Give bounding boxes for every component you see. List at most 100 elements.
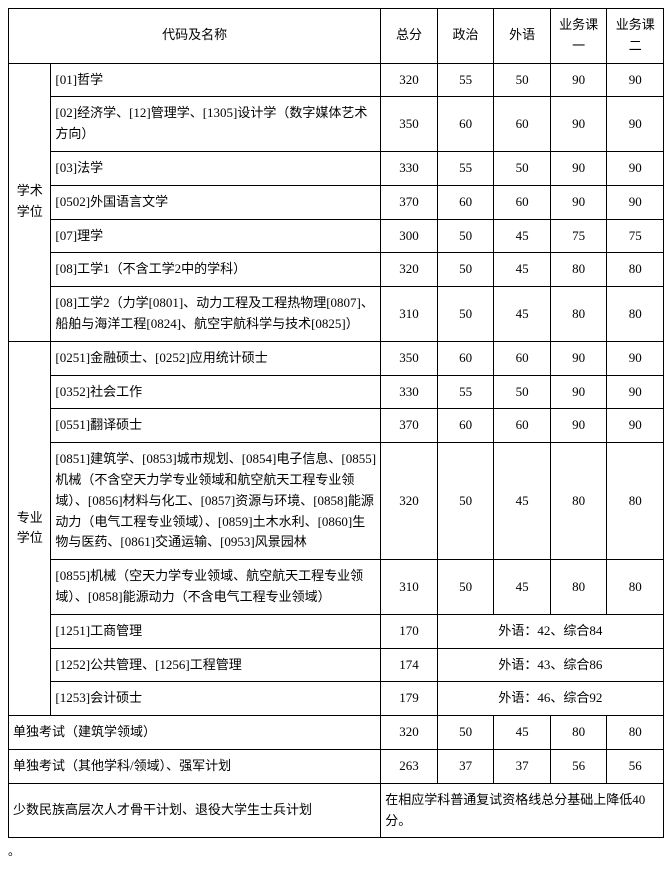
category-academic: 学术学位 bbox=[9, 63, 51, 341]
table-row: [03]法学 330 55 50 90 90 bbox=[9, 151, 664, 185]
score-table: 代码及名称 总分 政治 外语 业务课一 业务课二 学术学位 [01]哲学 320… bbox=[8, 8, 664, 838]
cell-s1: 80 bbox=[550, 443, 607, 560]
footer-left: 少数民族高层次人才骨干计划、退役大学生士兵计划 bbox=[9, 783, 381, 838]
cell-s1: 80 bbox=[550, 287, 607, 342]
cell-s2: 80 bbox=[607, 443, 664, 560]
cell-total: 320 bbox=[381, 443, 438, 560]
table-row: 单独考试（建筑学领域） 320 50 45 80 80 bbox=[9, 716, 664, 750]
table-row: 学术学位 [01]哲学 320 55 50 90 90 bbox=[9, 63, 664, 97]
cell-s1: 90 bbox=[550, 97, 607, 152]
cell-politics: 37 bbox=[437, 749, 494, 783]
cell-total: 370 bbox=[381, 409, 438, 443]
cell-merged: 外语：43、综合86 bbox=[437, 648, 663, 682]
cell-s1: 90 bbox=[550, 151, 607, 185]
cell-s1: 80 bbox=[550, 560, 607, 615]
cell-foreign: 60 bbox=[494, 409, 551, 443]
table-row: [1253]会计硕士 179 外语：46、综合92 bbox=[9, 682, 664, 716]
table-row: 专业学位 [0251]金融硕士、[0252]应用统计硕士 350 60 60 9… bbox=[9, 341, 664, 375]
cell-total: 300 bbox=[381, 219, 438, 253]
cell-s1: 80 bbox=[550, 253, 607, 287]
cell-s1: 80 bbox=[550, 716, 607, 750]
cell-politics: 55 bbox=[437, 151, 494, 185]
cell-s1: 90 bbox=[550, 63, 607, 97]
table-row: [02]经济学、[12]管理学、[1305]设计学（数字媒体艺术方向） 350 … bbox=[9, 97, 664, 152]
cell-total: 174 bbox=[381, 648, 438, 682]
cell-politics: 60 bbox=[437, 185, 494, 219]
header-total: 总分 bbox=[381, 9, 438, 64]
cell-foreign: 45 bbox=[494, 287, 551, 342]
cell-foreign: 50 bbox=[494, 151, 551, 185]
cell-foreign: 45 bbox=[494, 219, 551, 253]
cell-s1: 56 bbox=[550, 749, 607, 783]
cell-s2: 80 bbox=[607, 560, 664, 615]
table-row: [1251]工商管理 170 外语：42、综合84 bbox=[9, 614, 664, 648]
table-row: [0352]社会工作 330 55 50 90 90 bbox=[9, 375, 664, 409]
cell-s1: 90 bbox=[550, 375, 607, 409]
cell-total: 370 bbox=[381, 185, 438, 219]
cell-politics: 50 bbox=[437, 219, 494, 253]
row-name: 单独考试（建筑学领域） bbox=[9, 716, 381, 750]
row-name: [01]哲学 bbox=[51, 63, 381, 97]
cell-politics: 50 bbox=[437, 253, 494, 287]
row-name: [07]理学 bbox=[51, 219, 381, 253]
row-name: [0851]建筑学、[0853]城市规划、[0854]电子信息、[0855]机械… bbox=[51, 443, 381, 560]
cell-politics: 50 bbox=[437, 560, 494, 615]
cell-s1: 75 bbox=[550, 219, 607, 253]
row-name: [03]法学 bbox=[51, 151, 381, 185]
cell-total: 350 bbox=[381, 97, 438, 152]
row-name: [1252]公共管理、[1256]工程管理 bbox=[51, 648, 381, 682]
row-name: [0251]金融硕士、[0252]应用统计硕士 bbox=[51, 341, 381, 375]
cell-total: 170 bbox=[381, 614, 438, 648]
table-row: [1252]公共管理、[1256]工程管理 174 外语：43、综合86 bbox=[9, 648, 664, 682]
cell-foreign: 60 bbox=[494, 185, 551, 219]
cell-s2: 90 bbox=[607, 185, 664, 219]
cell-total: 320 bbox=[381, 63, 438, 97]
row-name: [1253]会计硕士 bbox=[51, 682, 381, 716]
table-row: [0502]外国语言文学 370 60 60 90 90 bbox=[9, 185, 664, 219]
header-subj1: 业务课一 bbox=[550, 9, 607, 64]
cell-politics: 50 bbox=[437, 287, 494, 342]
table-header-row: 代码及名称 总分 政治 外语 业务课一 业务课二 bbox=[9, 9, 664, 64]
cell-foreign: 45 bbox=[494, 716, 551, 750]
cell-foreign: 60 bbox=[494, 97, 551, 152]
cell-s2: 56 bbox=[607, 749, 664, 783]
cell-total: 263 bbox=[381, 749, 438, 783]
header-subj2: 业务课二 bbox=[607, 9, 664, 64]
cell-total: 310 bbox=[381, 287, 438, 342]
cell-total: 320 bbox=[381, 716, 438, 750]
cell-s2: 80 bbox=[607, 287, 664, 342]
cell-total: 179 bbox=[381, 682, 438, 716]
cell-s2: 75 bbox=[607, 219, 664, 253]
table-row: [08]工学1（不含工学2中的学科） 320 50 45 80 80 bbox=[9, 253, 664, 287]
table-row: [07]理学 300 50 45 75 75 bbox=[9, 219, 664, 253]
table-footer-row: 少数民族高层次人才骨干计划、退役大学生士兵计划 在相应学科普通复试资格线总分基础… bbox=[9, 783, 664, 838]
row-name: [02]经济学、[12]管理学、[1305]设计学（数字媒体艺术方向） bbox=[51, 97, 381, 152]
row-name: [0855]机械（空天力学专业领域、航空航天工程专业领域）、[0858]能源动力… bbox=[51, 560, 381, 615]
cell-foreign: 45 bbox=[494, 443, 551, 560]
table-row: [0551]翻译硕士 370 60 60 90 90 bbox=[9, 409, 664, 443]
table-row: [08]工学2（力学[0801]、动力工程及工程热物理[0807]、船舶与海洋工… bbox=[9, 287, 664, 342]
cell-s2: 90 bbox=[607, 151, 664, 185]
row-name: [0502]外国语言文学 bbox=[51, 185, 381, 219]
header-foreign: 外语 bbox=[494, 9, 551, 64]
cell-politics: 55 bbox=[437, 375, 494, 409]
trailing-mark: 。 bbox=[8, 842, 664, 859]
cell-s2: 90 bbox=[607, 97, 664, 152]
cell-foreign: 37 bbox=[494, 749, 551, 783]
cell-total: 330 bbox=[381, 375, 438, 409]
header-politics: 政治 bbox=[437, 9, 494, 64]
cell-foreign: 45 bbox=[494, 253, 551, 287]
cell-politics: 50 bbox=[437, 716, 494, 750]
cell-s2: 90 bbox=[607, 409, 664, 443]
category-professional: 专业学位 bbox=[9, 341, 51, 715]
cell-politics: 60 bbox=[437, 409, 494, 443]
cell-s2: 80 bbox=[607, 716, 664, 750]
cell-s2: 90 bbox=[607, 63, 664, 97]
cell-merged: 外语：42、综合84 bbox=[437, 614, 663, 648]
cell-s2: 90 bbox=[607, 341, 664, 375]
cell-s2: 90 bbox=[607, 375, 664, 409]
row-name: [0551]翻译硕士 bbox=[51, 409, 381, 443]
cell-foreign: 60 bbox=[494, 341, 551, 375]
row-name: [08]工学1（不含工学2中的学科） bbox=[51, 253, 381, 287]
cell-total: 320 bbox=[381, 253, 438, 287]
